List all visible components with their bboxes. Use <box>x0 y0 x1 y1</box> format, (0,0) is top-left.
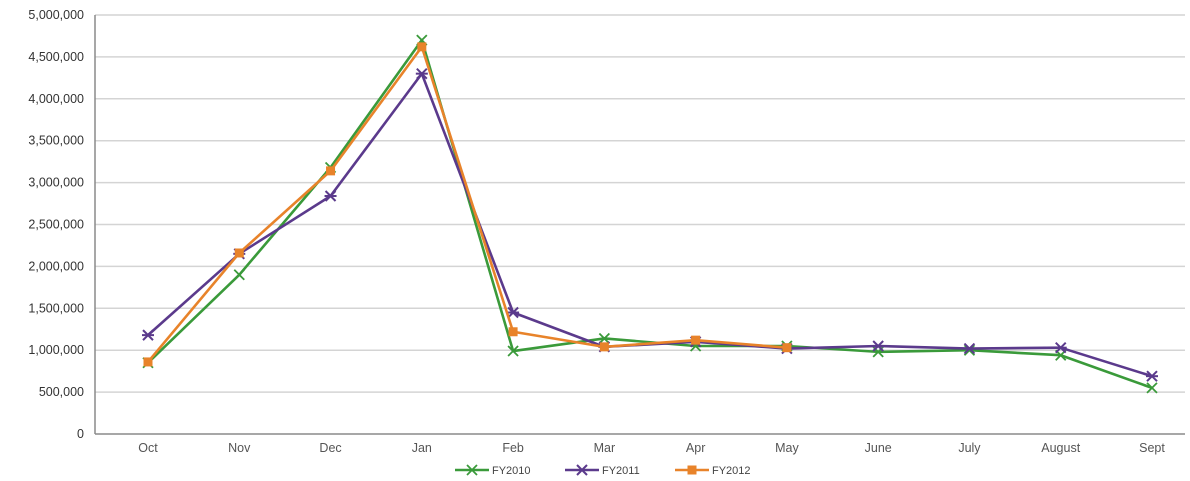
series-line <box>147 45 788 363</box>
x-tick-label: June <box>865 441 892 455</box>
x-tick-label: Feb <box>502 441 524 455</box>
data-point <box>782 343 792 353</box>
series-line <box>147 38 1153 390</box>
legend-label: FY2010 <box>492 465 531 477</box>
x-tick-label: Nov <box>228 441 251 455</box>
y-tick-label: 4,000,000 <box>28 92 84 106</box>
y-axis: 0 500,000 1,000,000 1,500,000 2,000,000 2,500… <box>28 8 96 441</box>
gridlines <box>95 14 1185 393</box>
series-fy2010 <box>142 34 1158 394</box>
data-point <box>599 342 609 352</box>
data-point <box>417 42 427 52</box>
y-tick-label: 3,000,000 <box>28 176 84 190</box>
x-tick-label: July <box>958 441 981 455</box>
data-point <box>508 327 518 337</box>
x-tick-label: Jan <box>412 441 432 455</box>
y-tick-label: 2,000,000 <box>28 259 84 273</box>
data-point <box>507 345 519 357</box>
legend-item: FY2010 <box>455 464 531 477</box>
y-tick-label: 2,500,000 <box>28 218 84 232</box>
y-tick-label: 5,000,000 <box>28 8 84 22</box>
data-point <box>326 166 336 176</box>
x-tick-label: Mar <box>594 441 616 455</box>
data-point <box>324 190 337 202</box>
data-point <box>415 67 428 80</box>
y-tick-label: 1,000,000 <box>28 343 84 357</box>
y-tick-label: 0 <box>77 427 84 441</box>
data-point <box>1146 382 1158 394</box>
x-tick-label: Dec <box>319 441 341 455</box>
legend: FY2010 FY2011 FY2012 <box>455 464 751 477</box>
legend-label: FY2012 <box>712 465 751 477</box>
data-point <box>234 248 244 258</box>
legend-label: FY2011 <box>602 465 640 477</box>
legend-item: FY2011 <box>565 464 640 477</box>
data-point <box>872 340 885 352</box>
data-point <box>691 335 701 345</box>
x-axis: Oct Nov Dec Jan Feb Mar Apr May June July August Se… <box>95 433 1185 455</box>
data-point <box>233 269 245 281</box>
data-point <box>598 332 611 345</box>
x-tick-label: August <box>1041 441 1080 455</box>
x-tick-label: May <box>775 441 799 455</box>
data-point <box>576 464 588 476</box>
data-point <box>963 342 976 355</box>
data-point <box>1054 341 1067 354</box>
data-point <box>963 344 976 356</box>
data-point <box>507 306 520 319</box>
data-point <box>142 329 154 341</box>
series-fy2012 <box>143 42 792 367</box>
x-tick-label: Apr <box>686 441 705 455</box>
y-tick-label: 500,000 <box>39 385 84 399</box>
series-lines <box>142 34 1158 394</box>
legend-item: FY2012 <box>675 465 751 477</box>
data-point <box>687 465 697 475</box>
x-tick-label: Sept <box>1139 441 1165 455</box>
y-tick-label: 3,500,000 <box>28 134 84 148</box>
data-point <box>143 357 153 367</box>
data-point <box>466 464 478 476</box>
data-point <box>1146 370 1158 382</box>
y-tick-label: 4,500,000 <box>28 50 84 64</box>
x-tick-label: Oct <box>138 441 158 455</box>
y-tick-label: 1,500,000 <box>28 301 84 315</box>
